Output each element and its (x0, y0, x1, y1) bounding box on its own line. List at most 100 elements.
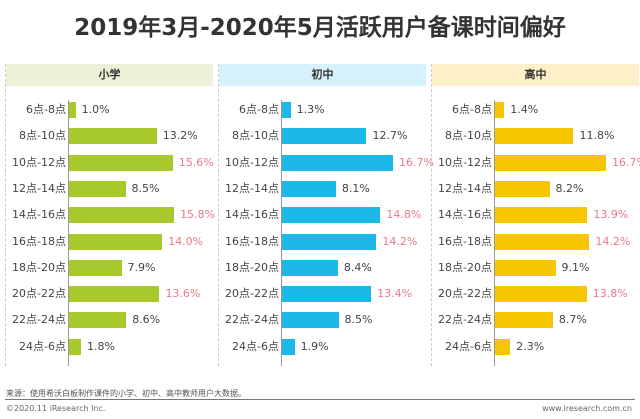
footer-divider (5, 399, 635, 400)
data-label: 1.8% (86, 339, 115, 353)
category-label: 20点-22点 (438, 287, 492, 301)
data-label: 13.4% (377, 287, 413, 301)
category-label: 12点-14点 (12, 181, 66, 195)
category-label: 18点-20点 (438, 260, 492, 274)
bar-row: 6点-8点 1.3% (219, 101, 426, 119)
bar (282, 102, 291, 118)
data-label: 1.9% (300, 339, 329, 353)
bar (69, 286, 160, 303)
data-label: 8.4% (343, 260, 372, 274)
data-label: 13.9% (593, 208, 629, 222)
category-label: 6点-8点 (452, 103, 492, 116)
category-label: 12点-14点 (438, 181, 492, 195)
panel-header: 初中 (219, 64, 426, 86)
category-label: 18点-20点 (225, 260, 279, 274)
bar (69, 102, 76, 118)
category-label: 24点-6点 (445, 339, 492, 353)
data-label: 8.6% (132, 313, 161, 327)
bar (69, 207, 175, 224)
data-label: 1.3% (296, 103, 325, 116)
category-label: 24点-6点 (232, 339, 279, 353)
bar-row: 24点-6点 2.3% (432, 338, 639, 356)
axis-line (281, 100, 282, 366)
bar-row: 10点-12点 16.7% (432, 154, 640, 172)
bar-row: 14点-16点 13.9% (432, 206, 639, 224)
bar (69, 154, 173, 171)
category-label: 8点-10点 (19, 129, 66, 143)
bar-row: 16点-18点 14.2% (432, 233, 639, 251)
bar-row: 12点-14点 8.1% (219, 180, 426, 198)
bar-row: 14点-16点 14.8% (219, 206, 426, 224)
bar (495, 128, 574, 145)
data-label: 8.5% (131, 181, 160, 195)
data-label: 14.2% (382, 234, 418, 248)
data-label: 2.3% (516, 339, 545, 353)
data-label: 15.6% (178, 155, 214, 169)
category-label: 14点-16点 (438, 208, 492, 222)
bar (69, 180, 126, 197)
copyright: ©2020.11 iResearch Inc. (6, 404, 106, 413)
category-label: 22点-24点 (12, 313, 66, 327)
category-label: 8点-10点 (445, 129, 492, 143)
bar-row: 6点-8点 1.0% (6, 101, 213, 119)
category-label: 10点-12点 (438, 155, 492, 169)
bar-row: 8点-10点 12.7% (219, 127, 426, 145)
panel-1: 初中 6点-8点 1.3% 8点-10点 12.7% 10点-12点 16.7% 12点-14… (218, 64, 434, 366)
category-label: 14点-16点 (12, 208, 66, 222)
category-label: 22点-24点 (225, 313, 279, 327)
bar-row: 20点-22点 13.4% (219, 285, 426, 303)
data-label: 13.8% (592, 287, 628, 301)
bar-row: 18点-20点 9.1% (432, 259, 639, 277)
bar (495, 102, 505, 118)
bar-row: 8点-10点 13.2% (6, 127, 213, 145)
bar-row: 16点-18点 14.0% (6, 233, 213, 251)
data-label: 8.1% (341, 181, 370, 195)
data-label: 13.2% (162, 129, 198, 143)
panel-2: 高中 6点-8点 1.4% 8点-10点 11.8% 10点-12点 16.7% 12点-14… (431, 64, 640, 366)
category-label: 12点-14点 (225, 181, 279, 195)
bar-row: 20点-22点 13.6% (6, 285, 213, 303)
source-note: 来源：使用希沃白板制作课件的小学、初中、高中教师用户大数据。 (6, 389, 246, 398)
bar (69, 312, 127, 329)
bar (282, 286, 372, 303)
axis-line (68, 100, 69, 366)
category-label: 24点-6点 (19, 339, 66, 353)
bar (495, 259, 556, 276)
category-label: 20点-22点 (225, 287, 279, 301)
bar (495, 338, 511, 355)
data-label: 14.0% (168, 234, 204, 248)
bar (495, 286, 587, 303)
category-label: 6点-8点 (26, 103, 66, 116)
panel-header: 小学 (6, 64, 213, 86)
bar-row: 18点-20点 7.9% (6, 259, 213, 277)
website-url: www.iresearch.com.cn (542, 404, 632, 413)
category-label: 16点-18点 (438, 234, 492, 248)
bar (282, 312, 339, 329)
category-label: 16点-18点 (12, 234, 66, 248)
bar (282, 233, 377, 250)
panel-header: 高中 (432, 64, 639, 86)
category-label: 20点-22点 (12, 287, 66, 301)
data-label: 8.7% (558, 313, 587, 327)
data-label: 8.2% (555, 181, 584, 195)
category-label: 10点-12点 (225, 155, 279, 169)
chart-title: 2019年3月-2020年5月活跃用户备课时间偏好 (74, 15, 566, 41)
panel-0: 小学 6点-8点 1.0% 8点-10点 13.2% 10点-12点 15.6% 12点-14… (5, 64, 215, 366)
bar-row: 20点-22点 13.8% (432, 285, 639, 303)
category-label: 8点-10点 (232, 129, 279, 143)
bar (69, 338, 81, 355)
bar-row: 22点-24点 8.6% (6, 311, 213, 329)
bar-row: 24点-6点 1.9% (219, 338, 426, 356)
bar-row: 12点-14点 8.5% (6, 180, 213, 198)
data-label: 1.0% (81, 103, 110, 116)
data-label: 11.8% (579, 129, 615, 143)
bar (495, 207, 588, 224)
data-label: 14.2% (595, 234, 631, 248)
bar (69, 259, 122, 276)
category-label: 22点-24点 (438, 313, 492, 327)
category-label: 14点-16点 (225, 208, 279, 222)
category-label: 18点-20点 (12, 260, 66, 274)
bar (282, 128, 367, 145)
bar (282, 180, 336, 197)
data-label: 7.9% (127, 260, 156, 274)
